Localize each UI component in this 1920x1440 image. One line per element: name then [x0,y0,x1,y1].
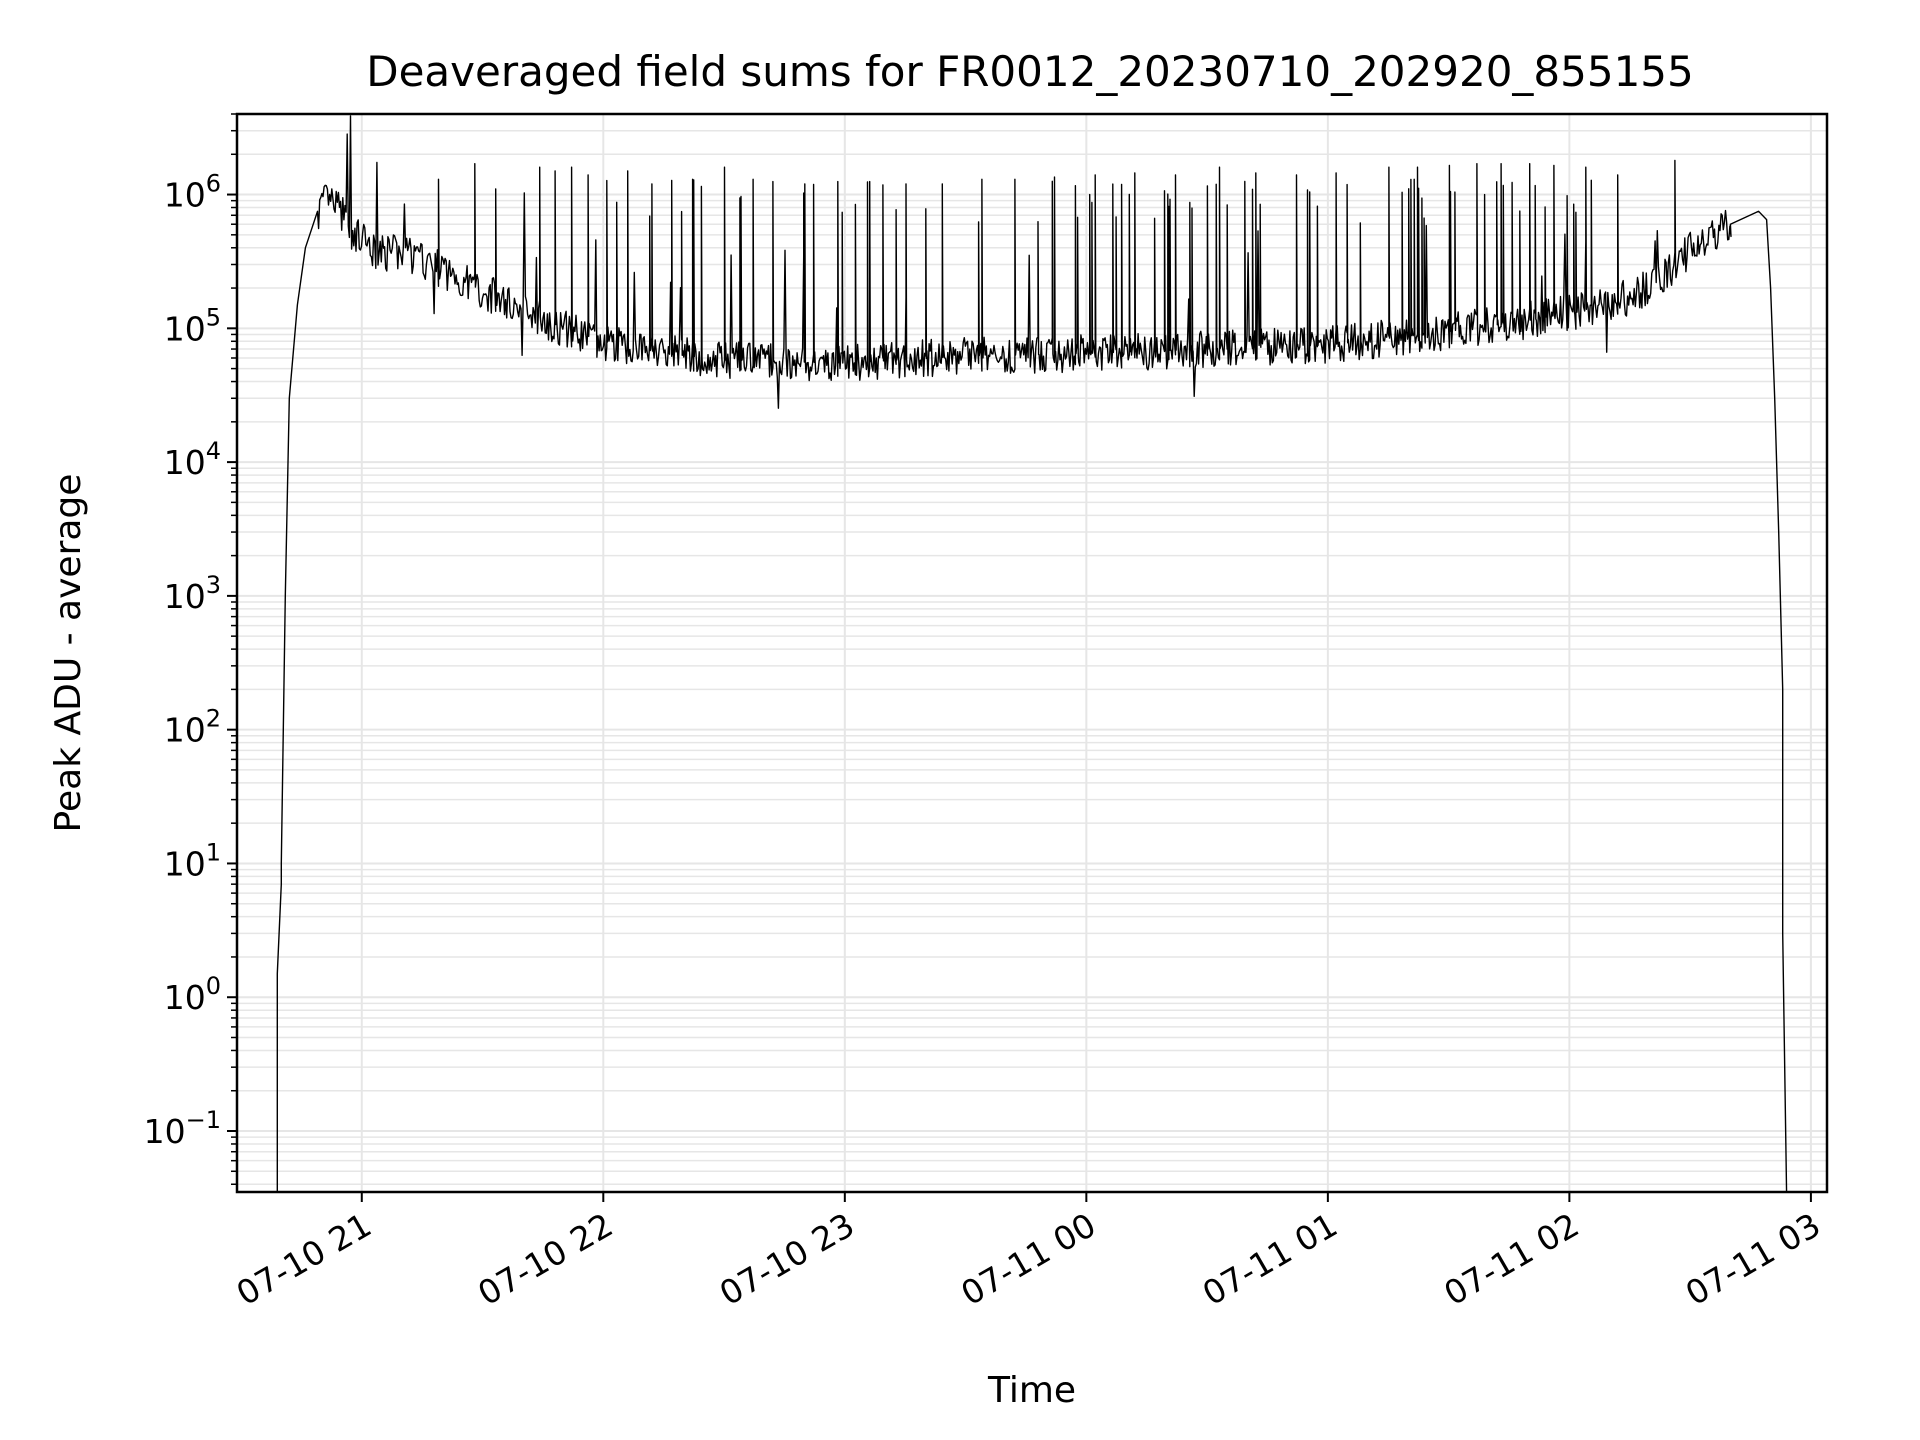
x-axis-label: Time [987,1370,1076,1411]
y-tick-label: 102 [164,705,221,750]
y-tick-label: 10−1 [144,1106,221,1151]
y-tick-label: 106 [164,170,221,215]
y-tick-label: 103 [164,571,221,616]
x-tick-label: 07-10 21 [230,1205,378,1313]
y-tick-label: 100 [164,972,221,1017]
x-tick-label: 07-10 22 [471,1205,619,1313]
y-tick-label: 105 [164,303,221,348]
x-tick-label: 07-11 01 [1196,1205,1344,1313]
grid-lines [237,113,1827,1192]
plot-frame [235,112,1829,1194]
y-axis: 10−1 100 101 102 103 104 105 106 [144,113,237,1185]
chart-title: Deaveraged field sums for FR0012_2023071… [366,47,1694,96]
series-line [276,115,1788,1192]
y-axis-label: Peak ADU - average [48,474,89,833]
x-axis: 07-10 21 07-10 22 07-10 23 07-11 00 07-11 01… [230,1192,1827,1313]
series-path [276,115,1788,1192]
x-tick-label: 07-10 23 [713,1205,861,1313]
y-tick-label: 101 [164,838,221,883]
y-tick-label: 104 [164,437,221,482]
x-tick-label: 07-11 02 [1437,1205,1585,1313]
x-tick-label: 07-11 03 [1679,1205,1827,1313]
x-tick-label: 07-11 00 [954,1205,1102,1313]
